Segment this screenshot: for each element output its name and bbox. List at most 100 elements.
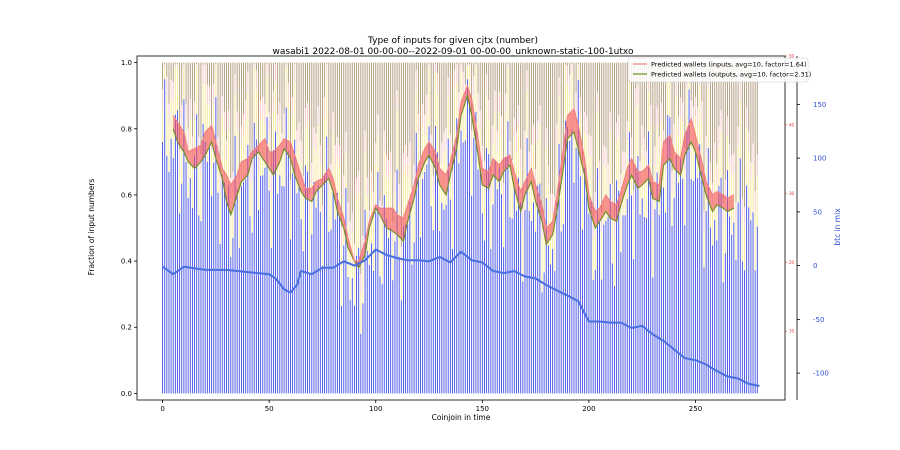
bar-segment-pink	[326, 64, 328, 80]
bar-segment-brown	[219, 62, 221, 174]
bar-segment-pink	[575, 92, 577, 113]
bar-segment-blue	[264, 167, 266, 394]
bar-segment-yellow	[535, 188, 537, 232]
bar-segment-blue	[635, 167, 637, 394]
bar-segment-blue	[737, 202, 739, 394]
bar-segment-pink	[720, 110, 722, 131]
bar-segment-blue	[528, 210, 530, 394]
bar-segment-yellow	[181, 125, 183, 184]
bar-segment-yellow	[596, 111, 598, 169]
y2-tick-label: 0	[813, 262, 817, 270]
bar-segment-brown	[684, 62, 686, 149]
bar-segment-blue	[622, 215, 624, 394]
bar-segment-blue	[550, 264, 551, 394]
bar-segment-brown	[599, 62, 601, 161]
bar-segment-blue	[221, 175, 223, 394]
bar-segment-yellow	[488, 119, 490, 155]
fill-between-segment	[567, 108, 574, 139]
bar-segment-blue	[407, 224, 409, 394]
bar-segment-brown	[660, 62, 662, 103]
bar-segment-brown	[567, 62, 569, 66]
bar-segment-brown	[473, 62, 475, 76]
bar-segment-yellow	[616, 142, 618, 181]
bar-segment-yellow	[469, 65, 470, 102]
bar-segment-brown	[712, 62, 713, 184]
bar-segment-pink	[592, 217, 594, 238]
bar-segment-brown	[211, 62, 213, 130]
bar-segment-brown	[631, 62, 632, 138]
bar-segment-yellow	[272, 111, 274, 151]
bar-segment-yellow	[562, 166, 564, 225]
bar-segment-yellow	[405, 164, 407, 225]
bar-segment-brown	[430, 62, 432, 135]
bar-segment-brown	[296, 62, 298, 131]
bar-segment-pink	[690, 100, 692, 121]
bar-segment-pink	[716, 163, 718, 184]
bar-segment-pink	[447, 77, 449, 98]
bar-segment-brown	[526, 62, 528, 71]
bar-segment-blue	[341, 305, 343, 394]
bar-segment-yellow	[564, 65, 566, 121]
bar-segment-yellow	[586, 136, 588, 192]
bar-segment-blue	[360, 333, 362, 394]
bar-segment-brown	[641, 62, 643, 126]
bar-segment-pink	[317, 106, 319, 126]
bar-segment-pink	[260, 100, 262, 121]
bar-segment-yellow	[543, 235, 545, 273]
bar-segment-blue	[631, 195, 632, 394]
bar-segment-brown	[705, 62, 707, 137]
bar-segment-brown	[501, 62, 502, 116]
bar-segment-blue	[326, 136, 328, 394]
bar-segment-yellow	[588, 154, 590, 214]
bar-segment-blue	[262, 175, 264, 394]
bar-segment-blue	[677, 182, 679, 394]
bar-segment-blue	[554, 270, 556, 394]
bar-segment-pink	[582, 159, 583, 180]
bar-segment-yellow	[162, 108, 164, 142]
bar-segment-blue	[466, 79, 468, 394]
bar-segment-brown	[174, 62, 176, 65]
bar-segment-brown	[618, 62, 620, 115]
bar-segment-blue	[366, 251, 368, 394]
bar-segment-pink	[633, 190, 635, 211]
bar-segment-yellow	[360, 293, 362, 334]
bar-segment-pink	[671, 171, 673, 191]
bar-segment-brown	[375, 62, 377, 143]
bar-segment-blue	[656, 172, 658, 394]
bar-segment-blue	[432, 230, 434, 394]
bar-segment-pink	[270, 171, 272, 192]
bar-segment-brown	[605, 62, 607, 148]
bar-segment-brown	[371, 62, 372, 172]
bar-segment-brown	[217, 62, 219, 137]
bar-segment-blue	[304, 165, 306, 394]
bar-segment-brown	[626, 62, 628, 121]
bar-segment-blue	[671, 226, 673, 394]
bar-segment-yellow	[528, 171, 530, 211]
bar-segment-brown	[221, 62, 223, 96]
bar-segment-yellow	[402, 173, 404, 227]
bar-segment-yellow	[396, 109, 398, 170]
bar-segment-brown	[564, 62, 566, 65]
bar-segment-pink	[285, 64, 287, 66]
bar-segment-pink	[466, 64, 468, 66]
bar-segment-blue	[268, 190, 270, 394]
bar-segment-pink	[660, 102, 662, 123]
bar-segment-brown	[677, 62, 679, 117]
bar-segment-blue	[379, 276, 381, 394]
bar-segment-pink	[552, 193, 554, 214]
bar-segment-yellow	[251, 180, 253, 233]
bar-segment-pink	[390, 151, 392, 172]
bar-segment-blue	[571, 129, 573, 394]
bar-segment-blue	[460, 130, 462, 394]
bar-segment-yellow	[324, 116, 326, 174]
bar-segment-blue	[648, 131, 650, 394]
bar-segment-blue	[428, 126, 430, 394]
bar-segment-blue	[712, 245, 713, 394]
bar-segment-brown	[166, 62, 168, 77]
bar-segment-blue	[614, 286, 615, 394]
bar-segment-blue	[238, 247, 240, 394]
bar-segment-pink	[290, 180, 291, 201]
fill-between-segment	[284, 138, 291, 159]
y3-tick-label: 40	[789, 122, 795, 127]
bar-segment-brown	[162, 62, 164, 90]
